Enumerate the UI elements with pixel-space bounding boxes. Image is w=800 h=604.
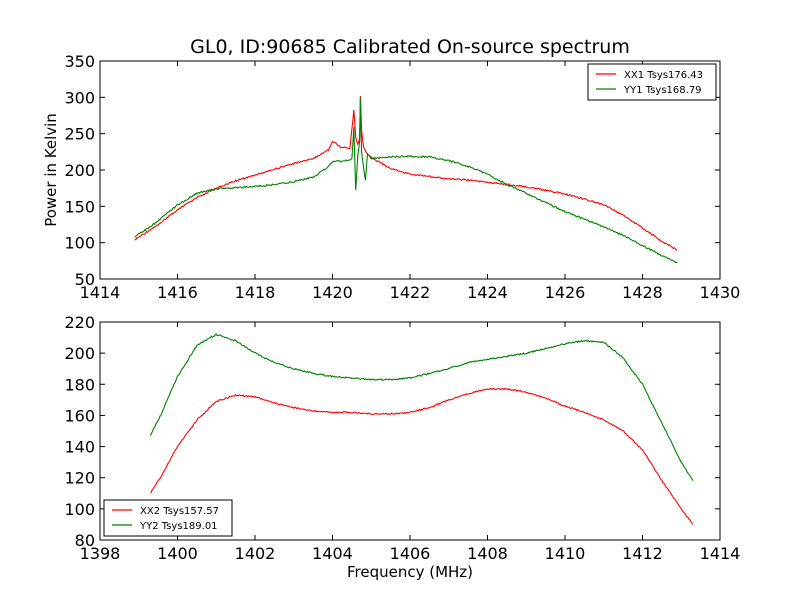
x-tick-label: 1408 [467,544,508,563]
y-tick-label: 160 [64,406,95,425]
top-plot-frame [99,60,721,280]
x-tick-label: 1410 [545,544,586,563]
top-series [134,95,678,264]
bottom-panel: 1398 1400 1402 1404 1406 1408 1410 1412 1414 80 10… [64,313,740,581]
x-tick-label: 1398 [80,544,121,563]
series-line-1-1 [149,333,694,482]
y-tick-label: 120 [64,469,95,488]
y-tick-label: 100 [64,234,95,253]
top-legend: XX1 Tsys176.43 YY1 Tsys168.79 [587,63,717,101]
y-tick-label: 250 [64,125,95,144]
x-tick-label: 1402 [235,544,276,563]
x-tick-label: 1404 [312,544,353,563]
legend-entry: XX2 Tsys157.57 [140,506,219,517]
y-tick-label: 150 [64,197,95,216]
y-tick-label: 220 [64,313,95,332]
legend-entry: XX1 Tsys176.43 [624,70,703,81]
legend-entry: YY2 Tsys189.01 [139,521,218,532]
series-line-0-0 [134,95,678,251]
x-tick-label: 1418 [235,283,276,302]
y-tick-label: 200 [64,344,95,363]
x-tick-label: 1414 [700,544,741,563]
x-tick-label: 1416 [157,283,198,302]
y-tick-label: 80 [75,531,95,550]
y-tick-label: 180 [64,375,95,394]
x-tick-label: 1424 [467,283,508,302]
bottom-plot-frame [99,321,721,541]
top-ticks: 1414 1416 1418 1420 1422 1424 1426 1428 1430 50 10… [64,52,740,302]
x-tick-label: 1400 [157,544,198,563]
bottom-ticks: 1398 1400 1402 1404 1406 1408 1410 1412 1414 80 10… [64,313,740,563]
x-tick-label: 1406 [390,544,431,563]
legend-box [103,499,233,537]
x-tick-label: 1428 [622,283,663,302]
series-line-0-1 [134,97,678,264]
x-tick-label: 1426 [545,283,586,302]
top-panel: GL0, ID:90685 Calibrated On-source spect… [42,36,740,302]
y-tick-label: 200 [64,161,95,180]
y-tick-label: 100 [64,500,95,519]
x-tick-label: 1414 [80,283,121,302]
legend-box [587,63,717,101]
y-tick-label: 50 [75,270,95,289]
x-tick-label: 1430 [700,283,741,302]
x-axis-label: Frequency (MHz) [347,563,473,581]
x-tick-label: 1412 [622,544,663,563]
y-axis-label: Power in Kelvin [42,113,60,227]
y-tick-label: 350 [64,52,95,71]
y-tick-label: 140 [64,438,95,457]
x-tick-label: 1420 [312,283,353,302]
x-tick-label: 1422 [390,283,431,302]
bottom-series [149,333,694,525]
y-tick-label: 300 [64,88,95,107]
chart-title: GL0, ID:90685 Calibrated On-source spect… [190,36,630,58]
bottom-legend: XX2 Tsys157.57 YY2 Tsys189.01 [103,499,233,537]
series-line-1-0 [150,387,694,525]
legend-entry: YY1 Tsys168.79 [623,85,702,96]
